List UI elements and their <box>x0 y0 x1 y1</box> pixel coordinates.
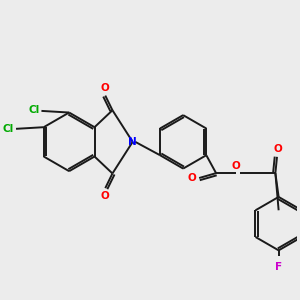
Text: N: N <box>128 137 137 147</box>
Text: O: O <box>232 160 241 170</box>
Text: O: O <box>101 191 110 201</box>
Text: Cl: Cl <box>3 124 14 134</box>
Text: F: F <box>275 262 282 272</box>
Text: O: O <box>101 83 110 93</box>
Text: Cl: Cl <box>28 105 40 115</box>
Text: O: O <box>273 144 282 154</box>
Text: O: O <box>188 173 197 183</box>
